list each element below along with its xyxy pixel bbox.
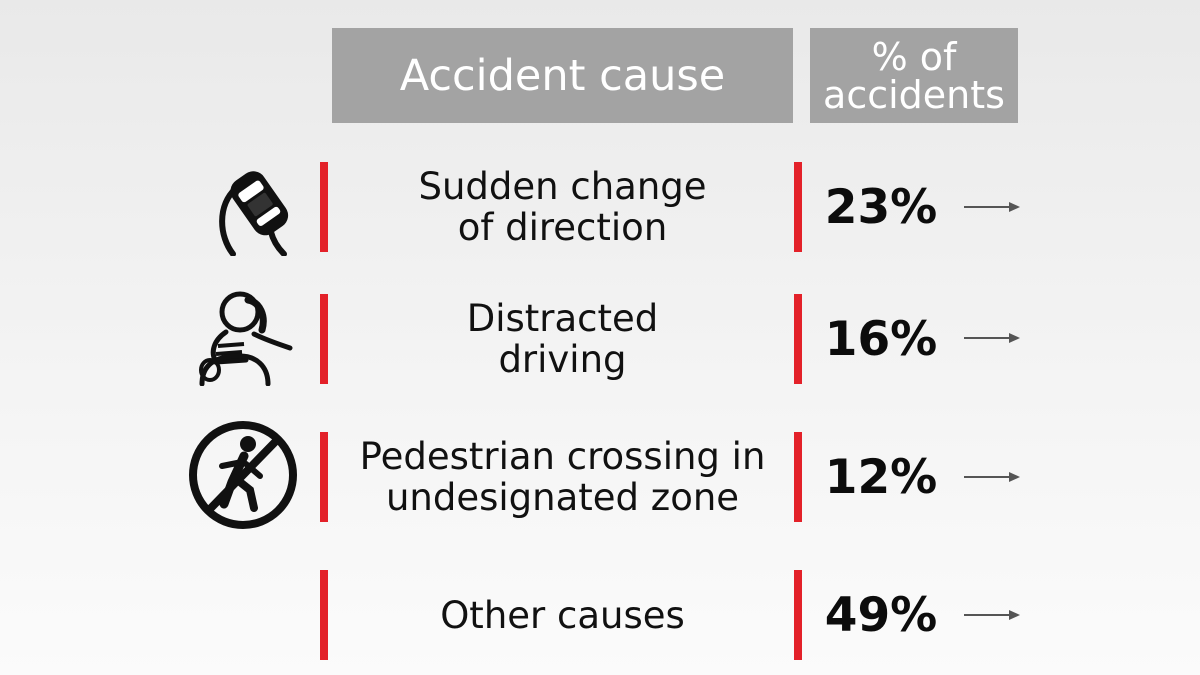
percent-accent-bar <box>794 162 802 252</box>
cause-label-sudden-change-of-direction: Sudden change of direction <box>418 165 707 249</box>
percent-value: 23% <box>824 179 938 235</box>
percent-value: 49% <box>824 587 938 643</box>
header-accident-cause: Accident cause <box>332 28 793 123</box>
cause-label-pedestrian-crossing: Pedestrian crossing in undesignated zone <box>359 435 766 519</box>
header-percent-of-accidents: % of accidents <box>810 28 1018 123</box>
car-swerve-icon <box>219 171 289 256</box>
arrow-right-icon <box>964 472 1020 482</box>
cause-label-other-causes: Other causes <box>440 593 685 637</box>
percent-accent-bar <box>794 432 802 522</box>
cause-accent-bar <box>320 570 328 660</box>
no-pedestrian-crossing-icon <box>189 421 297 529</box>
arrow-right-icon <box>964 202 1020 212</box>
percent-value: 16% <box>824 311 938 367</box>
cause-accent-bar <box>320 432 328 522</box>
percent-accent-bar <box>794 570 802 660</box>
percent-value: 12% <box>824 449 938 505</box>
arrow-right-icon <box>964 333 1020 343</box>
cause-label-distracted-driving: Distracted driving <box>466 297 659 381</box>
percent-accent-bar <box>794 294 802 384</box>
cause-accent-bar <box>320 294 328 384</box>
cause-accent-bar <box>320 162 328 252</box>
arrow-right-icon <box>964 610 1020 620</box>
distracted-driver-icon <box>199 291 293 386</box>
